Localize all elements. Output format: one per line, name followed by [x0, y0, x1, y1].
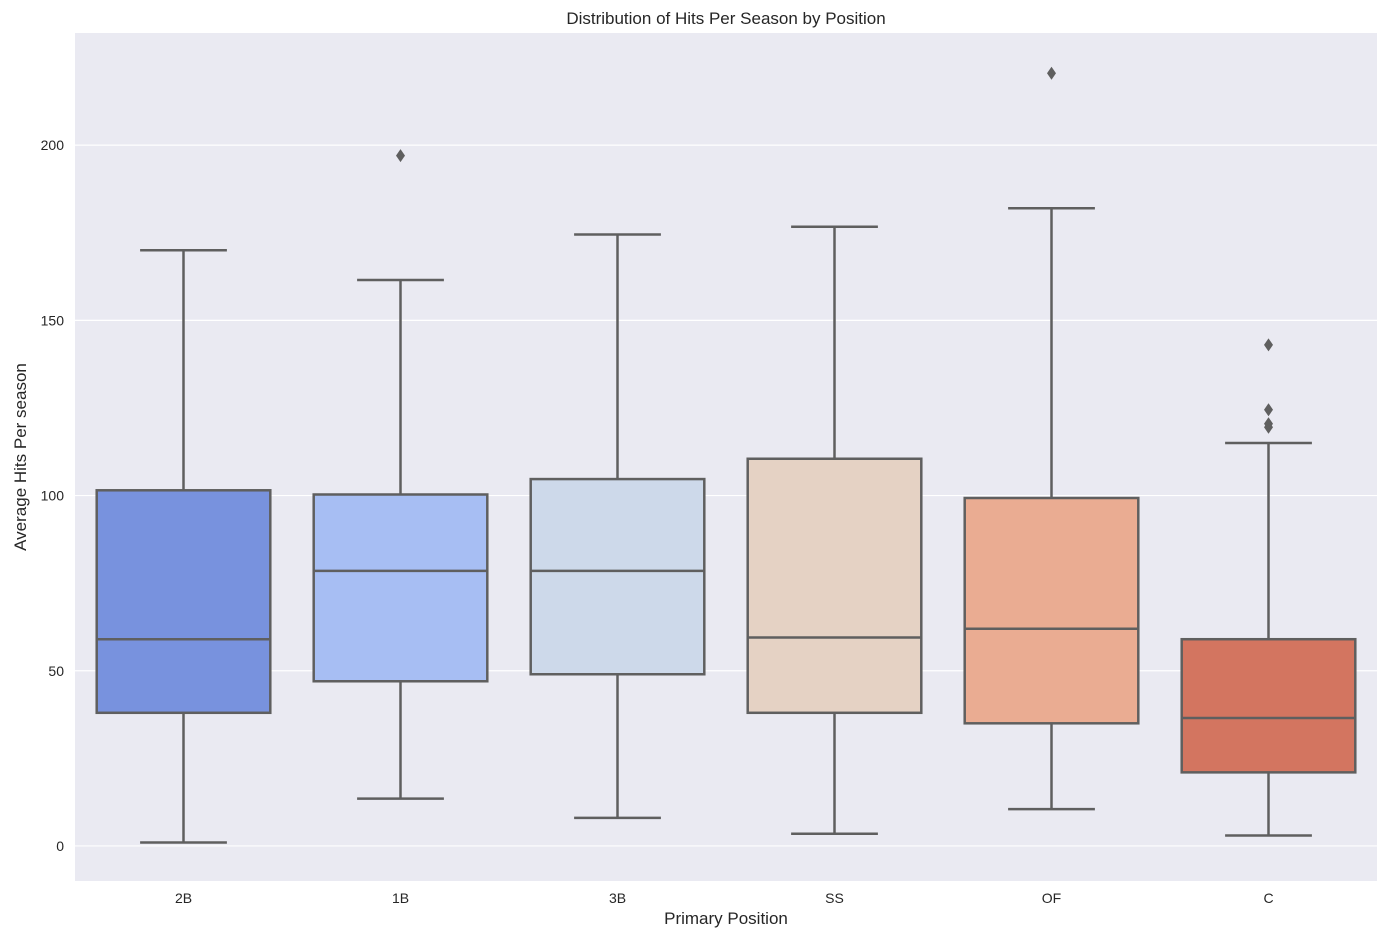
y-axis-title: Average Hits Per season: [11, 363, 30, 551]
box-iqr: [312, 493, 489, 683]
x-tick-label: 2B: [175, 890, 192, 906]
x-axis-title: Primary Position: [664, 909, 788, 928]
y-tick-labels: 0 50 100 150 200: [41, 137, 65, 854]
outlier-point: [1047, 66, 1056, 80]
outlier-point: [1264, 338, 1273, 352]
y-tick-label: 0: [56, 838, 64, 854]
y-tick-label: 150: [41, 312, 65, 328]
box-iqr: [95, 489, 272, 715]
x-tick-labels: 2B 1B 3B SS OF C: [175, 890, 1274, 906]
outlier-point: [1264, 417, 1273, 431]
box-iqr: [746, 457, 923, 715]
chart-title: Distribution of Hits Per Season by Posit…: [566, 9, 885, 28]
x-tick-label: C: [1263, 890, 1273, 906]
outlier-point: [1264, 403, 1273, 417]
y-tick-label: 100: [41, 488, 65, 504]
y-tick-label: 200: [41, 137, 65, 153]
box-iqr: [1180, 637, 1357, 774]
box-group-2b: [95, 249, 272, 844]
box-group-ss: [746, 225, 923, 835]
x-tick-label: 1B: [392, 890, 409, 906]
box-group-of: [963, 66, 1140, 811]
plot-area: [75, 33, 1377, 881]
boxes-layer: [95, 66, 1357, 844]
grid-lines: [75, 144, 1377, 847]
box-iqr: [963, 496, 1140, 725]
box-group-3b: [529, 233, 706, 820]
x-tick-label: OF: [1042, 890, 1061, 906]
x-tick-label: SS: [825, 890, 844, 906]
y-tick-label: 50: [48, 663, 64, 679]
outlier-point: [396, 149, 405, 163]
box-group-c: [1180, 338, 1357, 837]
box-iqr: [529, 477, 706, 676]
x-tick-label: 3B: [609, 890, 626, 906]
box-group-1b: [312, 149, 489, 800]
